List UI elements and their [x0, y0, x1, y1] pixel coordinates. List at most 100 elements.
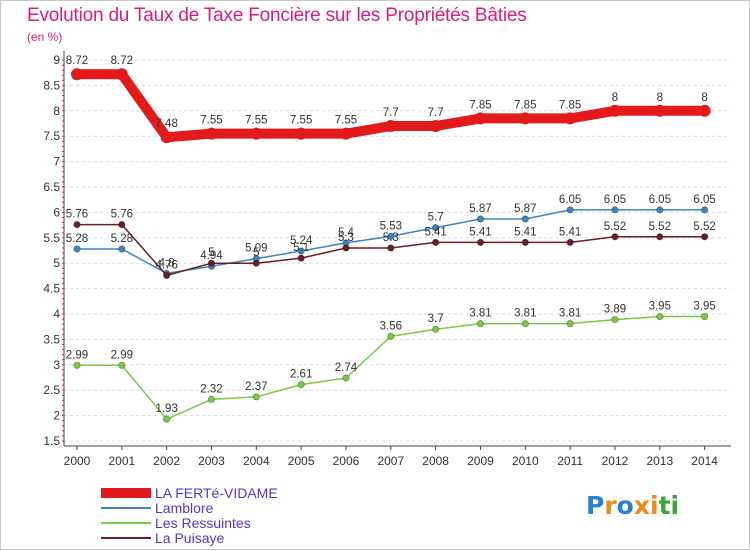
x-tick-label: 2003: [198, 454, 225, 468]
x-tick-label: 2008: [422, 454, 449, 468]
y-tick-label: 4.5: [43, 282, 60, 296]
data-label: 3.81: [514, 308, 536, 320]
data-label: 7.7: [383, 107, 399, 119]
data-point: [476, 215, 485, 223]
data-label: 5.76: [66, 209, 88, 221]
data-point: [250, 127, 263, 140]
data-label: 3.56: [380, 320, 402, 332]
logo-letter: i: [650, 491, 659, 520]
data-point: [429, 120, 442, 133]
data-label: 6.05: [649, 194, 671, 206]
data-label: 3.81: [559, 308, 581, 320]
data-point: [118, 245, 126, 253]
data-point: [71, 68, 83, 81]
data-point: [387, 244, 395, 252]
data-point: [564, 112, 577, 125]
data-point: [656, 233, 664, 241]
data-point: [521, 238, 529, 246]
data-point: [387, 232, 395, 240]
data-label: 5.3: [338, 232, 354, 244]
data-label: 4.8: [159, 257, 175, 269]
data-point: [297, 254, 305, 262]
data-point: [207, 395, 216, 403]
data-point: [566, 238, 574, 246]
data-label: 7.85: [469, 99, 491, 111]
data-point: [73, 245, 81, 253]
y-tick-label: 7.5: [43, 129, 60, 143]
x-tick-label: 2011: [557, 454, 583, 468]
data-label: 2.37: [245, 381, 267, 393]
data-point: [297, 247, 305, 255]
data-point: [73, 220, 81, 229]
data-point: [252, 259, 260, 267]
y-tick-label: 5: [53, 256, 60, 270]
data-point: [297, 381, 305, 389]
data-point: [476, 238, 485, 246]
data-label: 5.87: [514, 203, 536, 215]
data-point: [519, 112, 532, 125]
data-point: [653, 104, 666, 117]
data-label: 5.52: [649, 221, 671, 233]
y-tick-label: 4: [53, 307, 60, 321]
logo-letter: i: [670, 491, 680, 520]
data-label: 5.7: [428, 212, 444, 224]
data-label: 3.89: [604, 304, 626, 316]
data-label: 8: [612, 92, 618, 104]
x-tick-label: 2009: [467, 454, 494, 468]
data-label: 5.41: [424, 226, 446, 238]
x-tick-label: 2005: [288, 454, 315, 468]
data-label: 5: [208, 247, 214, 259]
data-point: [476, 320, 485, 328]
data-point: [566, 320, 574, 328]
data-label: 5.52: [604, 221, 626, 233]
legend-label: Lamblore: [155, 500, 214, 516]
legend-swatch: [101, 507, 151, 509]
x-tick-label: 2014: [691, 454, 718, 468]
data-label: 2.99: [66, 349, 88, 361]
legend-swatch: [101, 537, 151, 539]
x-tick-label: 2004: [243, 454, 270, 468]
chart-unit-label: (en %): [27, 30, 63, 44]
data-label: 7.55: [200, 115, 222, 127]
data-label: 5.41: [514, 226, 536, 238]
proxiti-logo: Proxiti: [586, 491, 679, 520]
data-point: [521, 215, 529, 223]
x-tick-label: 2002: [153, 454, 180, 468]
chart-title: Evolution du Taux de Taxe Foncière sur l…: [27, 5, 527, 26]
data-label: 5.1: [293, 242, 309, 254]
data-point: [611, 315, 619, 324]
data-point: [432, 325, 440, 333]
data-label: 7.7: [428, 107, 444, 119]
y-tick-label: 8.5: [43, 78, 60, 92]
data-label: 7.55: [290, 115, 312, 127]
legend-label: LA FERTé-VIDAME: [155, 485, 278, 501]
data-label: 5: [253, 247, 259, 259]
data-point: [698, 104, 711, 117]
x-tick-label: 2001: [108, 454, 135, 468]
data-label: 4.76: [155, 259, 177, 271]
data-label: 7.55: [245, 115, 267, 127]
y-tick-label: 2: [53, 409, 60, 423]
y-tick-label: 3: [53, 358, 60, 372]
logo-letter: t: [658, 491, 671, 520]
data-label: 6.05: [693, 194, 715, 206]
data-label: 3.81: [469, 308, 491, 320]
data-label: 5.24: [290, 235, 313, 247]
data-label: 3.7: [428, 313, 444, 325]
data-label: 8: [657, 92, 663, 104]
x-tick-label: 2012: [602, 454, 629, 468]
data-point: [118, 361, 126, 369]
data-label: 5.28: [111, 233, 133, 245]
data-point: [566, 206, 574, 214]
y-tick-label: 1.5: [43, 434, 60, 448]
data-label: 7.85: [514, 99, 536, 111]
data-label: 2.32: [200, 383, 222, 395]
data-point: [115, 68, 128, 81]
logo-letter: P: [586, 491, 605, 520]
logo-letter: r: [604, 491, 617, 520]
y-tick-label: 6: [53, 205, 60, 219]
data-label: 2.61: [290, 369, 312, 381]
legend-swatch: [101, 488, 151, 498]
data-point: [387, 332, 395, 340]
data-label: 3.95: [649, 301, 671, 313]
